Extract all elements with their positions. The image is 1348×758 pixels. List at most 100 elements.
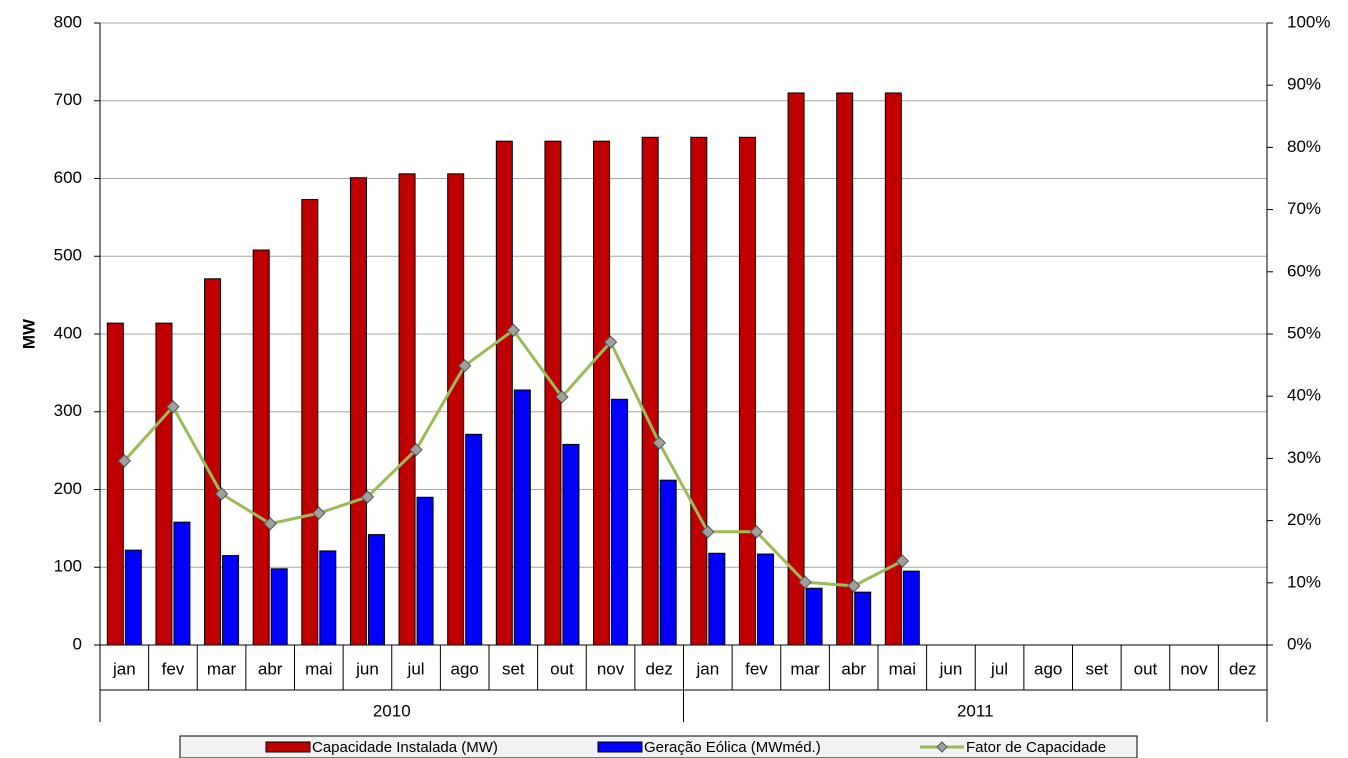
x-tick-label: jan [695, 659, 719, 678]
y-axis-label: MW [19, 318, 38, 349]
y2-tick-label: 20% [1287, 510, 1321, 529]
line-marker [701, 525, 715, 539]
line-marker [360, 490, 375, 504]
x-tick-label: ago [1034, 659, 1062, 678]
x-tick-label: ago [451, 659, 479, 678]
y2-tick-label: 90% [1287, 75, 1321, 94]
bar [349, 177, 367, 646]
x-tick-label: nov [597, 659, 625, 678]
bar [756, 553, 774, 646]
y-tick-label: 300 [54, 401, 82, 420]
bar [367, 534, 385, 646]
bar [155, 322, 173, 646]
y2-tick-label: 70% [1287, 199, 1321, 218]
y2-tick-label: 50% [1287, 323, 1321, 342]
x-tick-label: dez [1229, 659, 1256, 678]
line-marker [117, 454, 132, 468]
bar [690, 136, 708, 646]
bar [787, 92, 805, 646]
y2-tick-label: 0% [1287, 634, 1312, 653]
line-marker [312, 506, 326, 520]
y-tick-label: 400 [54, 323, 82, 342]
y2-tick-label: 80% [1287, 137, 1321, 156]
bar [319, 550, 337, 646]
y-tick-label: 600 [54, 168, 82, 187]
legend-label: Geração Eólica (MWméd.) [644, 739, 821, 756]
y-tick-label: 700 [54, 90, 82, 109]
bar [204, 278, 222, 646]
legend-marker [936, 741, 948, 753]
legend-swatch [597, 741, 643, 753]
bar [884, 92, 902, 646]
x-tick-label: dez [645, 659, 672, 678]
line-marker [652, 436, 666, 450]
bar [659, 479, 677, 646]
bar [836, 92, 854, 646]
bar [513, 389, 531, 646]
line-marker [555, 390, 569, 404]
bar [398, 173, 416, 646]
y2-tick-label: 40% [1287, 386, 1321, 405]
y2-tick-label: 10% [1287, 572, 1321, 591]
x-tick-label: mai [305, 659, 332, 678]
y-tick-label: 200 [54, 479, 82, 498]
line-marker [506, 323, 521, 337]
line-marker [798, 575, 812, 589]
bar [902, 570, 920, 646]
bar [222, 555, 240, 646]
legend-label: Capacidade Instalada (MW) [312, 739, 498, 756]
bar [447, 173, 465, 646]
line-marker [749, 525, 764, 539]
y2-tick-label: 30% [1287, 448, 1321, 467]
bar [805, 587, 823, 646]
bar [562, 443, 580, 646]
x-tick-label: jul [990, 659, 1008, 678]
bar [465, 433, 483, 646]
x-tick-label: set [502, 659, 525, 678]
line-marker [409, 442, 423, 457]
x-tick-label: set [1085, 659, 1108, 678]
bar [641, 136, 659, 646]
y-tick-label: 100 [54, 557, 82, 576]
x-tick-label: fev [745, 659, 768, 678]
x-tick-label: jun [355, 659, 379, 678]
bar [708, 552, 726, 646]
bar [738, 136, 756, 646]
x-tick-label: jun [939, 659, 963, 678]
x-tick-label: mai [889, 659, 916, 678]
x-tick-label: mar [790, 659, 820, 678]
bar [270, 568, 288, 646]
bar [124, 549, 142, 646]
x-tick-label: jul [407, 659, 425, 678]
line-marker [214, 487, 229, 501]
x-tick-label: mar [207, 659, 237, 678]
legend-label: Fator de Capacidade [966, 739, 1106, 756]
line-marker [166, 400, 180, 414]
bar [593, 140, 611, 646]
y2-tick-label: 60% [1287, 261, 1321, 280]
x-tick-label: abr [258, 659, 283, 678]
line-marker [603, 335, 618, 349]
line-marker [895, 554, 910, 568]
x-tick-label: out [550, 659, 574, 678]
line-marker [263, 517, 277, 531]
bar [416, 496, 434, 646]
x-group-label: 2011 [957, 701, 994, 720]
x-tick-label: nov [1180, 659, 1208, 678]
y-tick-label: 0 [73, 634, 82, 653]
line-marker [846, 579, 861, 593]
bar [173, 521, 191, 646]
bar [495, 140, 513, 646]
bar [301, 198, 319, 646]
bar [252, 249, 270, 646]
x-group-label: 2010 [373, 701, 411, 720]
bar [106, 322, 124, 646]
x-tick-label: fev [162, 659, 185, 678]
x-tick-label: out [1134, 659, 1158, 678]
y-tick-label: 500 [54, 246, 82, 265]
x-tick-label: abr [841, 659, 866, 678]
bar [611, 398, 629, 646]
legend-box [179, 735, 1138, 758]
line [123, 328, 903, 588]
